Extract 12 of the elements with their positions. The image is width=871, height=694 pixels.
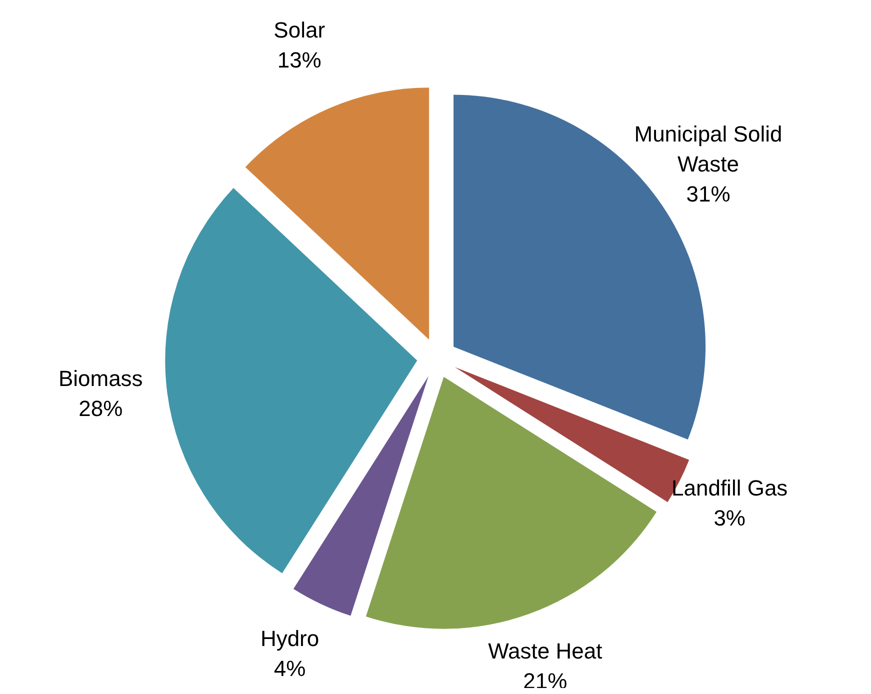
slice-label: Biomass bbox=[58, 366, 143, 391]
data-label: 31% bbox=[686, 181, 730, 206]
data-label: 28% bbox=[78, 396, 123, 421]
slice-label: Municipal Solid Waste bbox=[634, 121, 782, 176]
data-label: 4% bbox=[274, 656, 306, 682]
slice-label: Waste Heat bbox=[488, 638, 602, 664]
data-label: 13% bbox=[277, 47, 322, 72]
slice-label: Landfill Gas bbox=[672, 475, 788, 500]
slice-label: Solar bbox=[274, 17, 326, 42]
data-label: 3% bbox=[714, 505, 746, 530]
data-label: 21% bbox=[523, 668, 568, 694]
slice-label: Hydro bbox=[260, 626, 320, 652]
